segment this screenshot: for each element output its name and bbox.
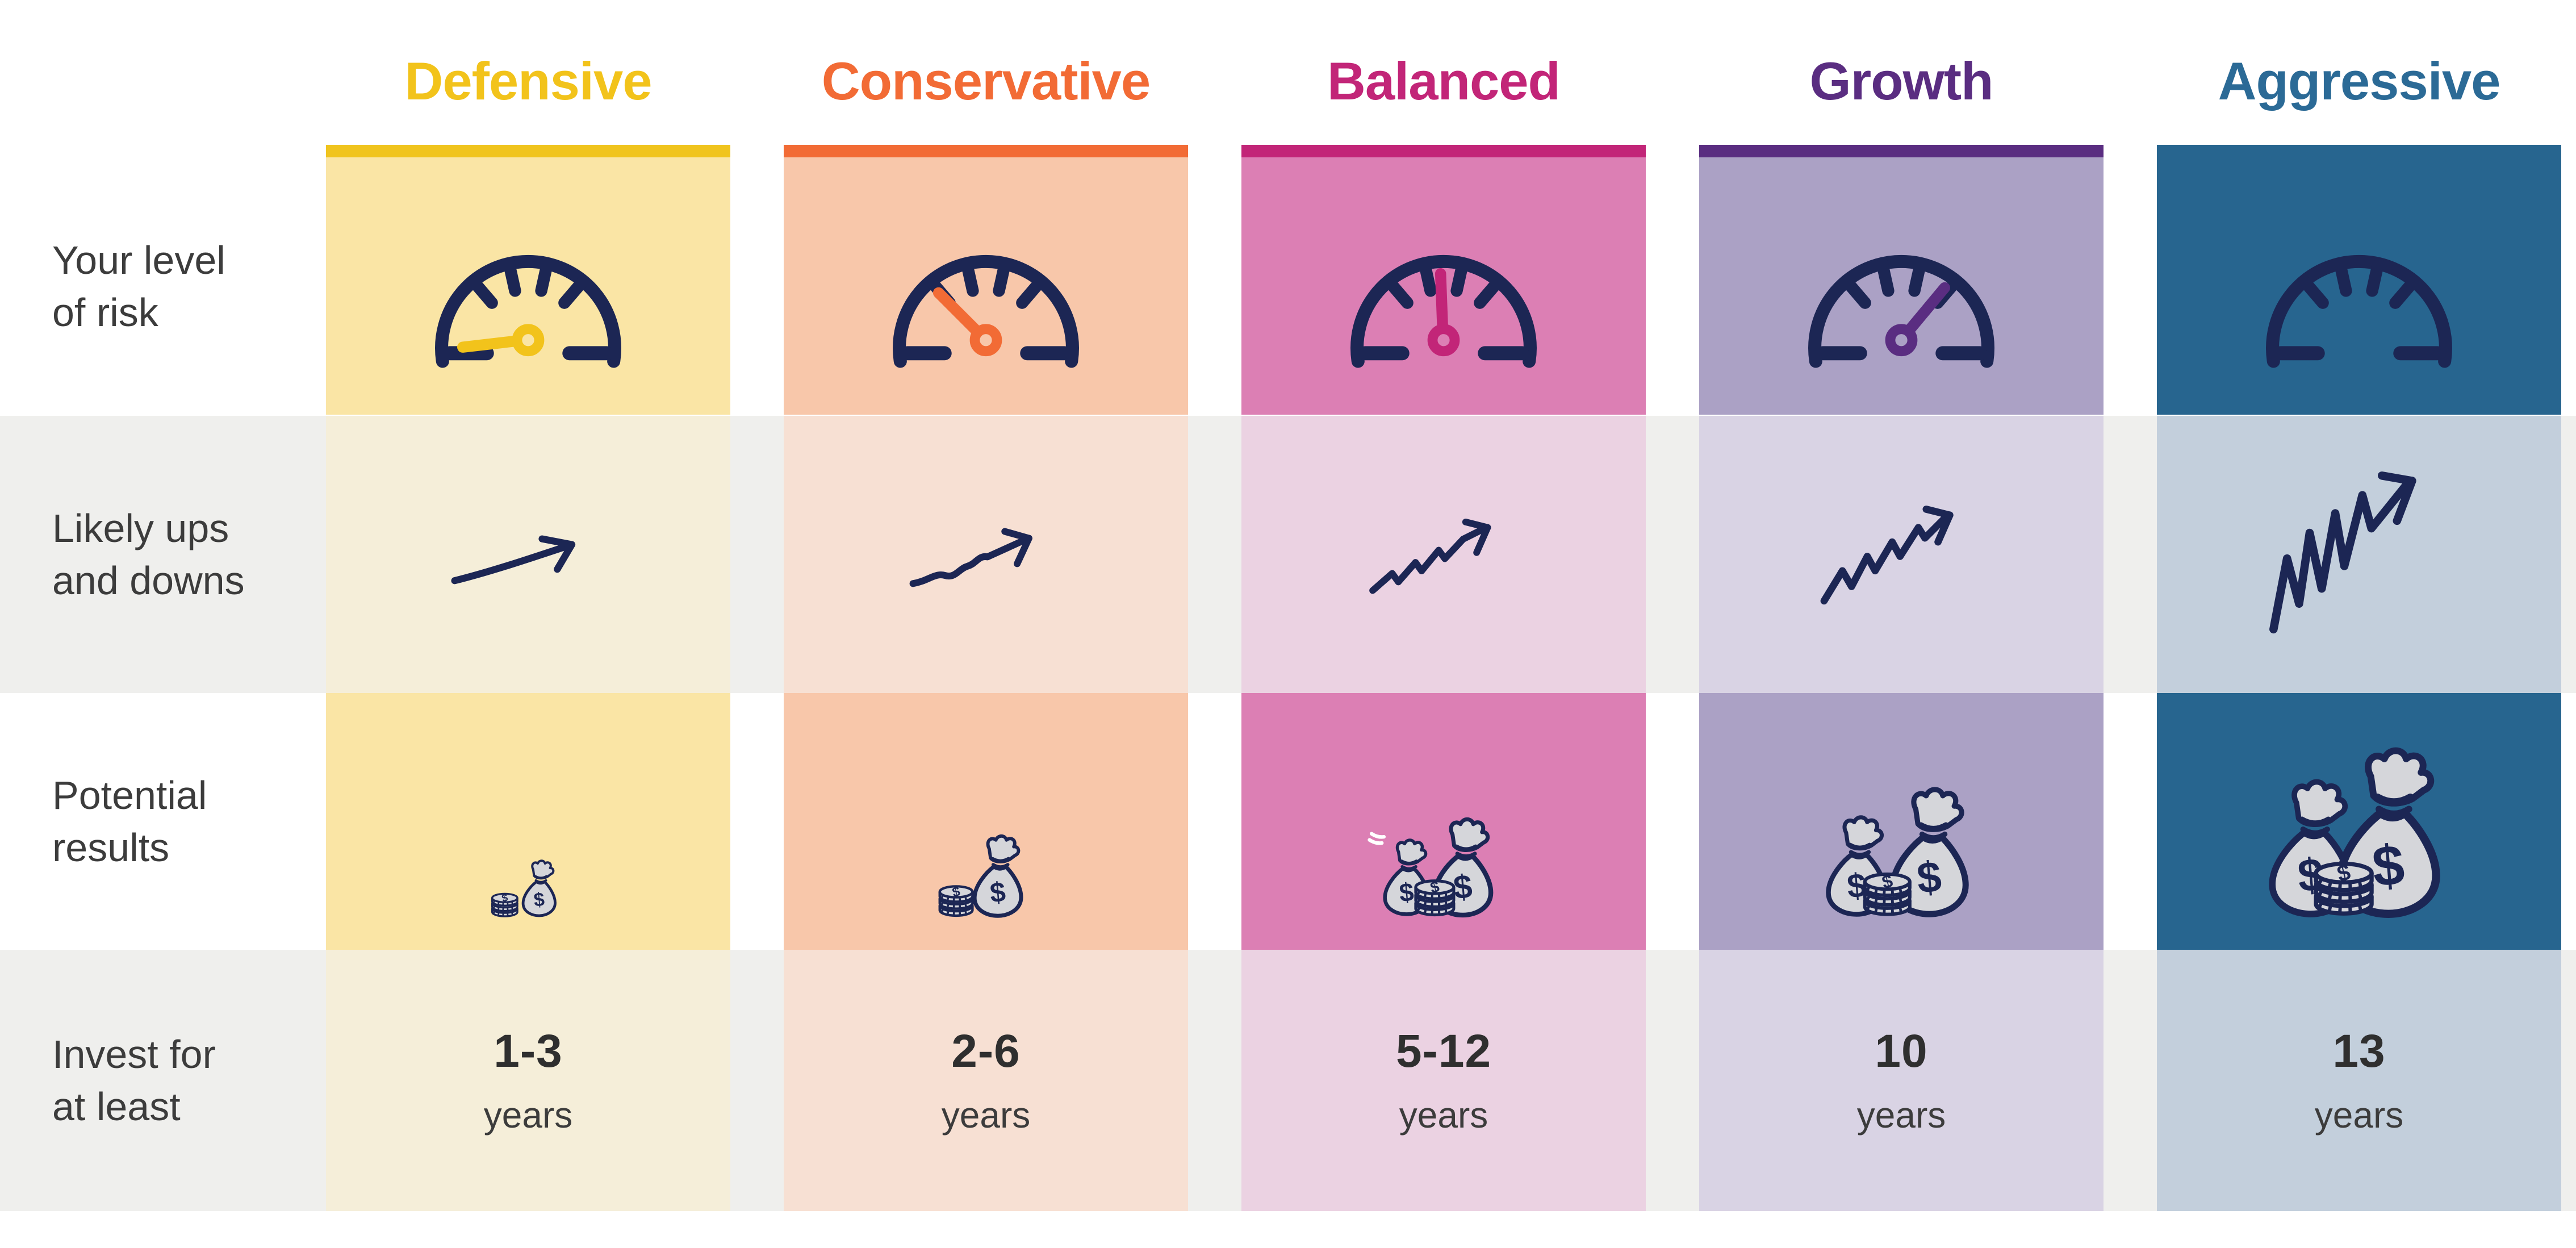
row-label-line: at least — [52, 1084, 181, 1129]
risk-cell — [1241, 157, 1646, 415]
volatility-cell — [1699, 416, 2104, 693]
results-cell — [2157, 693, 2561, 950]
column-accent-bar — [2157, 145, 2561, 157]
results-cell — [1699, 693, 2104, 950]
invest-years-unit: years — [1399, 1095, 1488, 1136]
gauge-needle — [932, 287, 1002, 356]
row-label-ups-downs: Likely ups and downs — [52, 416, 319, 693]
gauge-needle — [1885, 282, 1950, 356]
volatility-cell — [2157, 416, 2561, 693]
invest-years-value: 10 — [1875, 1025, 1928, 1077]
coin-stack — [492, 892, 517, 916]
money-bags-icon — [1361, 766, 1526, 920]
row-label-line: Invest for — [52, 1032, 216, 1076]
row-label-line: results — [52, 825, 170, 870]
row-label-risk: Your level of risk — [52, 157, 319, 415]
column-title: Aggressive — [2218, 51, 2501, 111]
row-label-line: Your level — [52, 237, 225, 282]
column-accent-bar — [784, 145, 1188, 157]
gauge-icon — [417, 219, 639, 370]
trend-arrow-icon — [909, 528, 1032, 587]
money-bag — [975, 836, 1021, 916]
column-aggressive: Aggressive 13 years — [2157, 0, 2561, 1211]
shine-marks — [1370, 834, 1384, 844]
results-cell — [326, 693, 730, 950]
column-conservative: Conservative 2-6 — [784, 0, 1188, 1211]
trend-arrow-icon — [1820, 506, 1954, 605]
volatility-cell — [326, 416, 730, 693]
column-title: Conservative — [821, 51, 1151, 111]
money-bags-icon — [915, 787, 1057, 920]
results-cell — [1241, 693, 1646, 950]
trend-arrow-icon — [2269, 471, 2416, 633]
coin-stack — [1416, 878, 1454, 915]
trend-arrow-icon — [451, 535, 576, 584]
coin-stack — [2316, 859, 2372, 913]
column-growth: Growth 10 — [1699, 0, 2104, 1211]
horizon-cell: 13 years — [2157, 950, 2561, 1211]
invest-years-value: 13 — [2332, 1025, 2386, 1077]
risk-cell — [2157, 157, 2561, 415]
risk-cell — [1699, 157, 2104, 415]
horizon-cell: 5-12 years — [1241, 950, 1646, 1211]
volatility-cell — [784, 416, 1188, 693]
column-title: Growth — [1809, 51, 1994, 111]
gauge-needle — [457, 323, 545, 356]
invest-years-unit: years — [483, 1095, 573, 1136]
column-accent-bar — [1241, 145, 1646, 157]
coin-stack — [1864, 870, 1909, 914]
column-balanced: Balanced — [1241, 0, 1646, 1211]
column-accent-bar — [326, 145, 730, 157]
risk-cell — [326, 157, 730, 415]
gauge-needle — [1427, 268, 1460, 356]
invest-years-unit: years — [941, 1095, 1031, 1136]
column-title: Balanced — [1327, 51, 1561, 111]
column-accent-bar — [1699, 145, 2104, 157]
horizon-cell: 1-3 years — [326, 950, 730, 1211]
volatility-cell — [1241, 416, 1646, 693]
invest-years-value: 2-6 — [951, 1025, 1021, 1077]
money-bags-icon — [467, 805, 589, 920]
horizon-cell: 2-6 years — [784, 950, 1188, 1211]
invest-years-value: 1-3 — [494, 1025, 563, 1077]
invest-years-value: 5-12 — [1395, 1025, 1492, 1077]
column-title: Defensive — [404, 51, 652, 111]
invest-years-unit: years — [1856, 1095, 1946, 1136]
row-label-invest: Invest for at least — [52, 950, 319, 1211]
gauge-icon — [875, 219, 1097, 370]
row-label-line: and downs — [52, 558, 245, 603]
risk-cell — [784, 157, 1188, 415]
row-label-results: Potential results — [52, 693, 319, 950]
horizon-cell: 10 years — [1699, 950, 2104, 1211]
money-bag — [523, 861, 555, 916]
row-label-line: Potential — [52, 773, 207, 817]
column-defensive: Defensive 1-3 — [326, 0, 730, 1211]
gauge-icon — [1333, 219, 1554, 370]
money-bags-icon — [1809, 747, 1994, 920]
results-cell — [784, 693, 1188, 950]
trend-arrow-icon — [1369, 519, 1491, 594]
coin-stack — [940, 884, 973, 916]
invest-years-unit: years — [2314, 1095, 2404, 1136]
gauge-icon — [2248, 219, 2470, 370]
gauge-icon — [1791, 219, 2012, 370]
money-bags-icon — [2256, 726, 2463, 920]
row-label-line: of risk — [52, 290, 158, 335]
row-label-line: Likely ups — [52, 506, 229, 550]
